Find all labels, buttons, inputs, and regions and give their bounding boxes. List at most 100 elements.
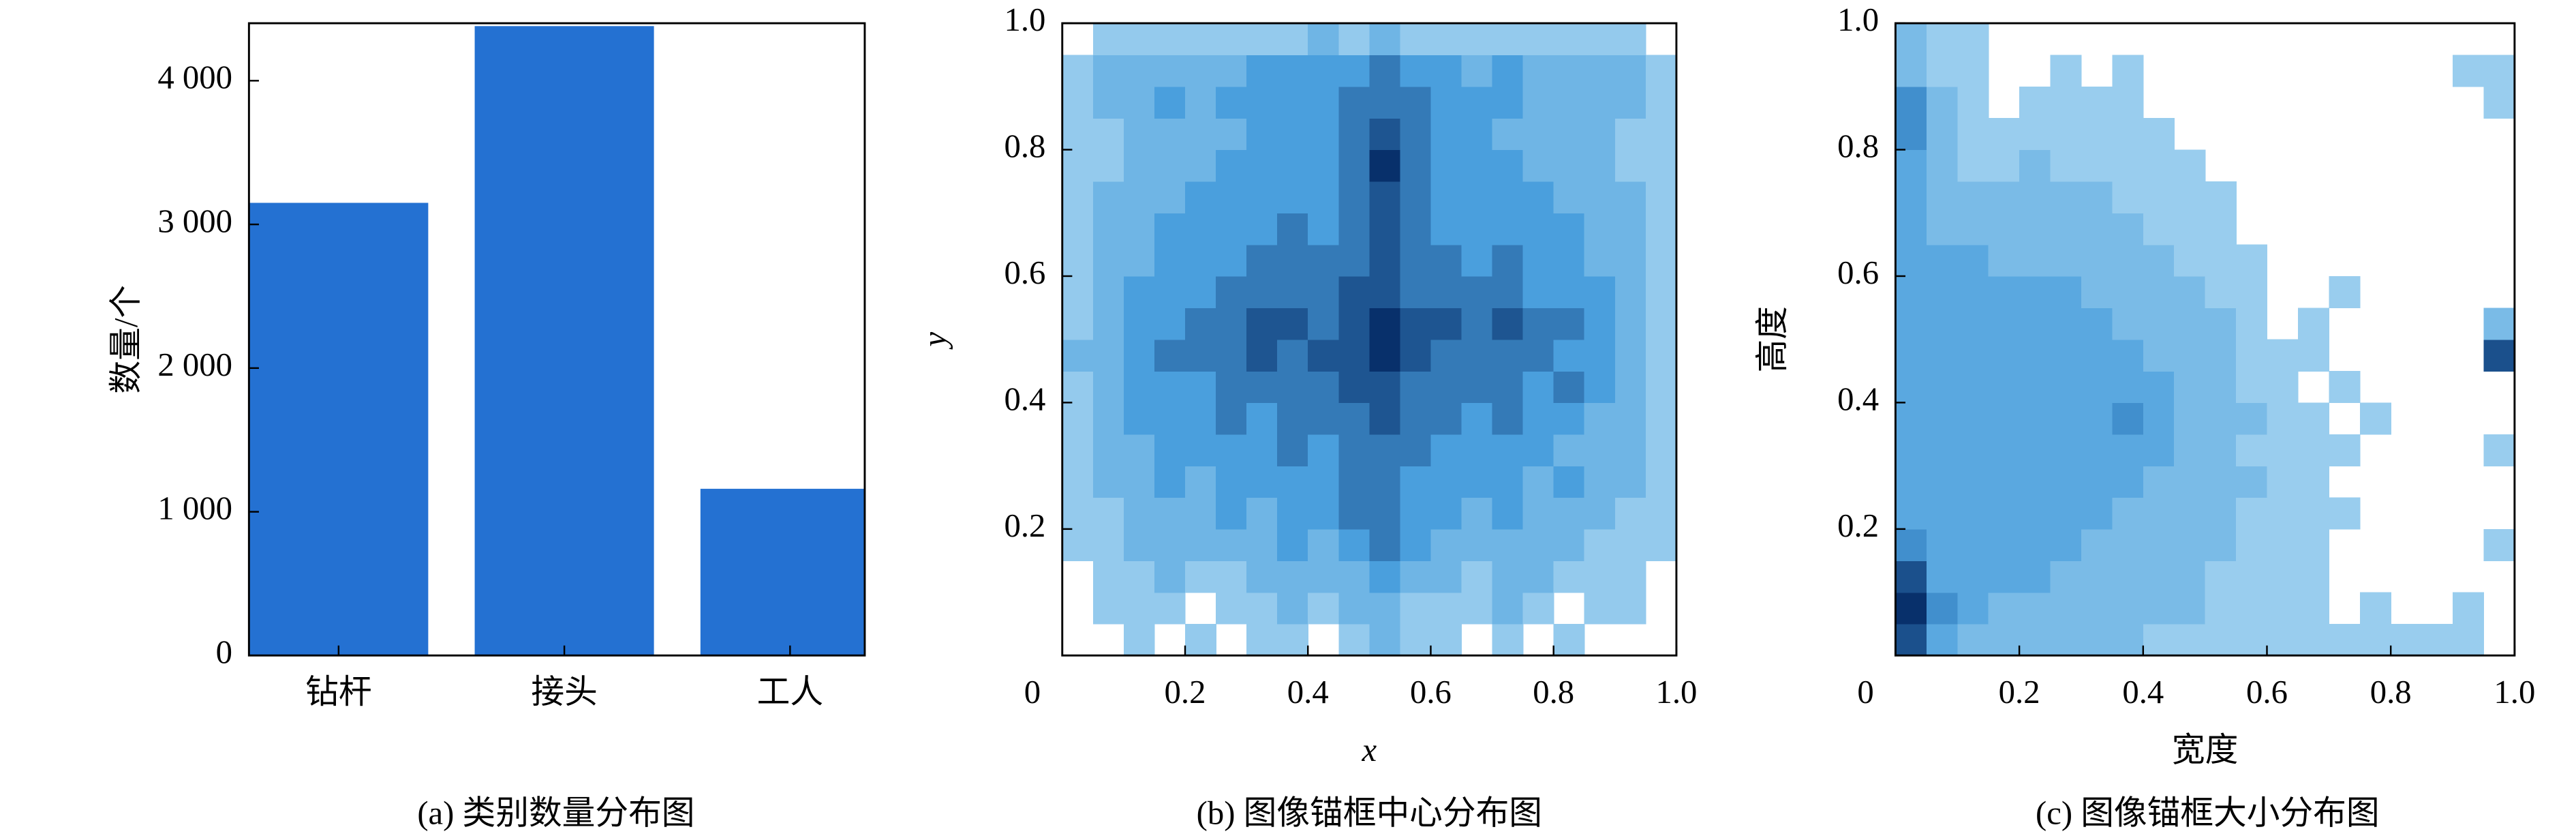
heat-cell: [1400, 339, 1432, 372]
heat-cell: [1553, 23, 1585, 56]
heat-cell: [1184, 149, 1216, 182]
heat-cell: [1430, 560, 1462, 593]
heat-cell: [1492, 339, 1524, 372]
heat-cell: [1277, 149, 1308, 182]
heat-cell: [1957, 434, 1989, 466]
caption: (a) 类别数量分布图: [417, 795, 694, 832]
heat-cell: [1184, 181, 1216, 213]
heat-cell: [1216, 244, 1247, 277]
heat-cell: [1645, 181, 1677, 213]
heat-cell: [1988, 371, 2020, 404]
heat-cell: [1400, 434, 1432, 466]
heat-cell: [1461, 308, 1493, 340]
heat-cell: [2143, 118, 2175, 151]
heat-cell: [2143, 275, 2175, 309]
heat-cell: [1492, 308, 1524, 340]
heat-cell: [1926, 244, 1958, 277]
heat-cell: [2081, 560, 2113, 593]
heat-cell: [1338, 497, 1370, 530]
heat-cell: [2019, 592, 2051, 625]
heat-cell: [1216, 339, 1247, 372]
heat-cell: [1645, 402, 1677, 435]
heat-cell: [2143, 466, 2175, 498]
heat-cell: [2081, 149, 2113, 182]
axes-frame: [247, 22, 866, 657]
heat-cell: [2174, 181, 2206, 213]
heat-cell: [1492, 466, 1524, 498]
heat-cell: [2081, 181, 2113, 213]
heat-cell: [2329, 371, 2361, 404]
heat-cell: [1645, 213, 1677, 245]
heat-cell: [1338, 213, 1370, 245]
heat-cell: [1492, 402, 1524, 435]
heat-cell: [2050, 466, 2082, 498]
heat-cell: [2143, 371, 2175, 404]
heat-cell: [2297, 434, 2330, 466]
heat-cell: [1123, 308, 1155, 340]
heat-cell: [1092, 402, 1124, 435]
heat-cell: [2329, 434, 2361, 466]
heat-cell: [1895, 181, 1927, 213]
heat-cell: [2483, 86, 2515, 119]
heat-cell: [1957, 371, 1989, 404]
heat-cell: [2236, 592, 2268, 625]
heat-cell: [1123, 623, 1155, 657]
heat-cell: [1123, 244, 1155, 277]
heat-cell: [2236, 308, 2268, 340]
heat-cell: [1123, 23, 1155, 56]
heat-cell: [1277, 55, 1308, 87]
heat-cell: [1492, 244, 1524, 277]
heat-cell: [1895, 592, 1927, 625]
heat-cell: [2050, 528, 2082, 561]
heat-cell: [1614, 497, 1646, 530]
heat-cell: [1123, 466, 1155, 498]
heat-cell: [2483, 339, 2515, 372]
heat-cell: [1092, 434, 1124, 466]
heat-cell: [1246, 118, 1278, 151]
heat-cell: [1461, 149, 1493, 182]
heat-cell: [1154, 23, 1186, 56]
heat-cell: [2205, 528, 2237, 561]
heat-cell: [1216, 497, 1247, 530]
heat-cell: [1430, 402, 1462, 435]
heat-cell: [2019, 434, 2051, 466]
heat-cell: [1154, 181, 1186, 213]
heat-cell: [1553, 149, 1585, 182]
heat-cell: [1522, 23, 1554, 56]
heat-cell: [2174, 213, 2206, 245]
heat-cell: [1338, 118, 1370, 151]
heat-cell: [1988, 213, 2020, 245]
y-tick-label: 2 000: [157, 346, 232, 383]
heat-cell: [1957, 244, 1989, 277]
heat-cell: [2267, 434, 2299, 466]
heat-cell: [2205, 560, 2237, 593]
heat-cell: [2174, 244, 2206, 277]
heat-cell: [2081, 528, 2113, 561]
heat-cell: [1645, 118, 1677, 151]
heat-cell: [1430, 466, 1462, 498]
heat-cell: [1957, 86, 1989, 119]
heat-cell: [1988, 528, 2020, 561]
heat-cell: [1062, 55, 1094, 87]
heat-cell: [1553, 434, 1585, 466]
heat-cell: [1926, 118, 1958, 151]
heat-cell: [1492, 623, 1524, 657]
heat-cell: [1988, 623, 2020, 657]
heat-cell: [2081, 497, 2113, 530]
heat-cell: [1123, 402, 1155, 435]
heat-cell: [1277, 434, 1308, 466]
heat-cell: [1522, 275, 1554, 309]
heat-cell: [1926, 308, 1958, 340]
heat-cell: [2174, 497, 2206, 530]
heat-cell: [2267, 466, 2299, 498]
x-tick-label: 钻杆: [305, 674, 371, 710]
heat-cell: [1369, 528, 1401, 561]
heat-cell: [1895, 434, 1927, 466]
heat-cell: [1492, 23, 1524, 56]
heat-cell: [1154, 592, 1186, 625]
heat-cell: [1430, 592, 1462, 625]
y-tick-label: 0: [216, 633, 232, 670]
heat-cell: [2050, 402, 2082, 435]
heat-cell: [1645, 466, 1677, 498]
heat-cell: [1492, 560, 1524, 593]
